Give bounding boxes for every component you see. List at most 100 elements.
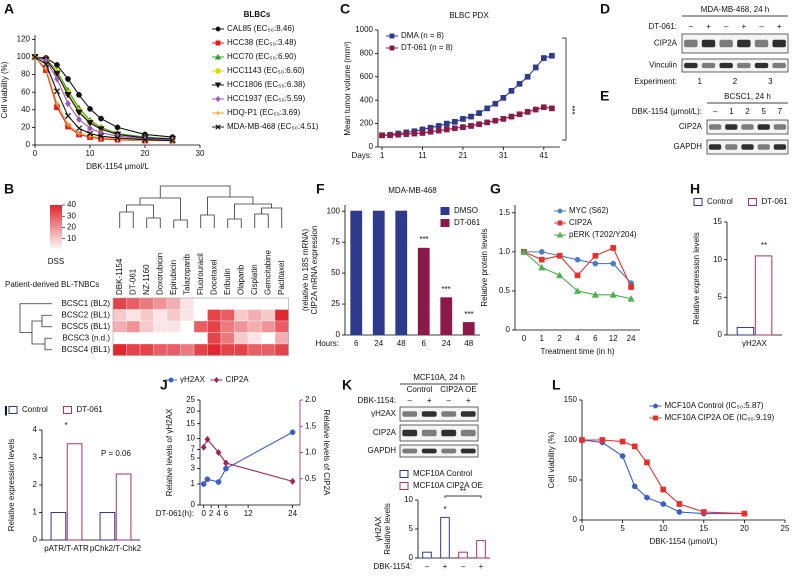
- data-point: [435, 127, 442, 134]
- y-tick-label: 0: [26, 140, 31, 149]
- data-point: [532, 106, 539, 113]
- heatmap-frame: [112, 297, 289, 356]
- data-point: [556, 252, 563, 259]
- colorbar-step: [50, 209, 62, 213]
- bar: [754, 255, 773, 336]
- series-line: [34, 56, 173, 138]
- x-tick-label: 48: [397, 339, 406, 348]
- heatmap-cell: [220, 309, 235, 322]
- colorbar-step: [50, 241, 62, 244]
- y-tick-label: 0: [336, 330, 341, 339]
- annotation: ***: [419, 235, 428, 244]
- annotation: ***: [571, 105, 580, 114]
- column-label: Doxorubicin: [155, 253, 164, 295]
- data-point: [65, 76, 71, 82]
- x-tick-label: 24: [288, 509, 297, 518]
- y-tick-label: 75: [331, 237, 340, 246]
- blot-band: [741, 144, 754, 150]
- legend-label: DT-061 (n = 8): [401, 43, 453, 52]
- legend-marker: [213, 376, 220, 384]
- heatmap-cell: [274, 332, 289, 345]
- heatmap-cell: [193, 320, 208, 333]
- data-point: [631, 443, 638, 450]
- heatmap-cell: [166, 309, 181, 322]
- colorbar-step: [50, 205, 62, 208]
- lane-label: –: [689, 22, 694, 31]
- data-point: [549, 52, 555, 59]
- blot-band: [460, 429, 476, 437]
- heatmap-cell: [234, 320, 249, 333]
- data-point: [114, 124, 121, 131]
- data-point: [75, 109, 83, 117]
- data-point: [75, 125, 83, 132]
- protein-label: Vinculin: [649, 61, 677, 70]
- heatmap-cell: [220, 343, 235, 356]
- data-point: [484, 105, 491, 112]
- data-point: [460, 116, 466, 122]
- data-point: [204, 435, 211, 443]
- legend-label: CIP2A: [569, 218, 593, 227]
- x-tick-label: 20: [740, 524, 749, 533]
- y-axis-label: Cell viability (%): [547, 431, 556, 488]
- heatmap-cell: [261, 309, 276, 322]
- data-point: [443, 120, 450, 127]
- legend-marker: [556, 231, 564, 238]
- data-point: [403, 131, 410, 137]
- legend-label: DMSO: [454, 206, 478, 215]
- blot-band: [773, 124, 787, 130]
- data-point: [619, 438, 626, 445]
- annotation: **: [761, 241, 767, 250]
- panel-letter: H: [690, 181, 700, 197]
- annotation: ***: [464, 310, 473, 319]
- data-point: [660, 501, 667, 507]
- bar: [458, 551, 468, 559]
- heatmap-cell: [207, 320, 222, 333]
- heatmap-cell: [274, 309, 289, 322]
- heatmap-cell: [126, 343, 141, 356]
- series-line: [34, 56, 173, 142]
- heatmap-cell: [220, 297, 235, 310]
- data-point: [289, 477, 296, 485]
- heatmap-cell: [139, 320, 154, 333]
- blot-band: [402, 448, 418, 454]
- bar: [476, 540, 486, 559]
- colorbar-step: [50, 218, 62, 222]
- legend-marker: [389, 33, 395, 39]
- row-dendrogram: [19, 303, 52, 351]
- x-axis-label: DBK-1154 (μmol/L): [649, 537, 717, 546]
- data-point: [500, 116, 507, 122]
- legend-label: CAL85 (EC₅₀:8.46): [227, 24, 295, 33]
- data-point: [619, 453, 626, 459]
- blot-band: [421, 411, 437, 417]
- row-label: BCSC3 (n.d.): [62, 333, 110, 342]
- data-point: [53, 70, 61, 78]
- heatmap-cell: [180, 332, 195, 345]
- x-tick-label: 0: [522, 334, 527, 343]
- y-axis-label: Relative levels of γH2AX: [165, 408, 174, 496]
- y-axis-label: Relative expression levels: [7, 439, 16, 532]
- x-tick-label: 48: [464, 339, 473, 348]
- colorbar-tick-label: 20: [67, 223, 76, 232]
- colorbar-step: [50, 236, 62, 240]
- blot-band: [754, 39, 769, 48]
- lane-label: –: [447, 396, 452, 405]
- row-label: BCSC2 (BL1): [62, 310, 111, 319]
- treatment-label: DT-061:: [649, 22, 677, 31]
- panel-letter: C: [340, 1, 350, 17]
- bar: [99, 512, 116, 541]
- heatmap-cell: [166, 332, 181, 345]
- data-point: [573, 287, 582, 294]
- y-tick-label: 200: [360, 119, 374, 128]
- heatmap-cell: [207, 297, 222, 310]
- column-label: Eribulin: [223, 268, 232, 295]
- colorbar-step: [50, 216, 62, 219]
- y-tick-label: 20: [186, 406, 195, 415]
- x-tick-label: 12: [244, 509, 253, 518]
- dendrogram-branch: [119, 185, 283, 228]
- data-point: [42, 61, 50, 68]
- x-tick-label: pChk2/T-Chk2: [90, 544, 142, 553]
- legend-label: MDA-MB-468 (EC₅₀:4.51): [227, 122, 319, 131]
- legend-label: Control: [22, 405, 48, 414]
- legend-marker: [653, 403, 658, 409]
- colorbar-step: [50, 214, 62, 217]
